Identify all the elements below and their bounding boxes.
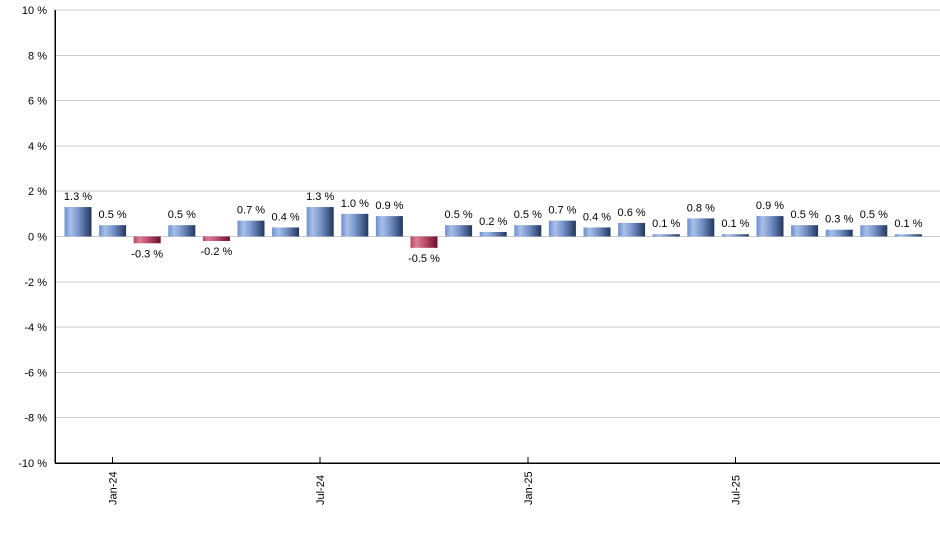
bar-value-label: 0.1 % <box>652 218 680 230</box>
bar <box>618 222 646 237</box>
bar-value-label: 0.5 % <box>514 209 542 221</box>
bar-value-label: 1.3 % <box>306 191 334 203</box>
bar <box>306 207 334 237</box>
bar <box>860 225 888 237</box>
bar-value-label: 1.0 % <box>341 198 369 210</box>
bar <box>894 234 922 237</box>
bar-value-label: 0.7 % <box>237 205 265 217</box>
bar <box>64 207 92 237</box>
bar <box>479 231 507 237</box>
bar-value-label: 0.5 % <box>791 209 819 221</box>
bar <box>652 234 680 237</box>
axes <box>54 10 940 464</box>
x-axis-tick-label: Jan-24 <box>108 471 120 505</box>
bar-value-label: -0.5 % <box>408 253 440 265</box>
bar <box>272 227 300 237</box>
bar <box>583 227 611 237</box>
bar <box>202 236 230 242</box>
y-axis-tick-label: 4 % <box>28 141 47 153</box>
bar-value-label: 0.6 % <box>618 207 646 219</box>
y-axis-tick-label: -6 % <box>24 367 47 379</box>
bar-value-label: 0.4 % <box>583 211 611 223</box>
y-axis-tick-label: -2 % <box>24 277 47 289</box>
y-axis-tick-label: 0 % <box>28 232 47 244</box>
bar <box>237 220 265 237</box>
y-axis-tick-label: -10 % <box>18 458 47 470</box>
bar-value-label: 0.1 % <box>721 218 749 230</box>
y-axis-tick-label: 8 % <box>28 50 47 62</box>
y-axis-tick-label: -8 % <box>24 413 47 425</box>
bar <box>99 225 127 237</box>
bar <box>756 216 784 237</box>
bar-value-label: 0.4 % <box>272 211 300 223</box>
bar-value-label: -0.2 % <box>201 246 233 258</box>
labels: 10 % 8 % 6 % 4 % 2 % 0 % -2 % -4 % -6 % -8 % -10 %… <box>18 5 922 505</box>
bar-value-label: 0.5 % <box>168 209 196 221</box>
bar-value-label: 0.2 % <box>479 216 507 228</box>
y-axis-tick-label: 10 % <box>22 5 47 17</box>
y-axis-tick-label: 6 % <box>28 96 47 108</box>
bar-value-label: 0.5 % <box>445 209 473 221</box>
bar <box>548 220 576 237</box>
bar-value-label: 0.7 % <box>548 205 576 217</box>
bar-value-label: -0.3 % <box>131 248 163 260</box>
bar <box>825 229 853 237</box>
bar-value-label: 0.3 % <box>825 214 853 226</box>
bar <box>445 225 473 237</box>
bar-value-label: 0.5 % <box>99 209 127 221</box>
bars <box>64 207 922 248</box>
x-axis-tick-label: Jan-25 <box>523 471 535 505</box>
bar-value-label: 0.9 % <box>756 200 784 212</box>
bar-value-label: 0.1 % <box>894 218 922 230</box>
y-axis-tick-label: -4 % <box>24 322 47 334</box>
bar-value-label: 0.8 % <box>687 202 715 214</box>
bar <box>721 234 749 237</box>
y-axis-tick-label: 2 % <box>28 186 47 198</box>
bar-value-label: 0.5 % <box>860 209 888 221</box>
bar-value-label: 0.9 % <box>375 200 403 212</box>
bar-value-label: 1.3 % <box>64 191 92 203</box>
bar <box>791 225 819 237</box>
bar <box>168 225 196 237</box>
bar <box>410 236 438 248</box>
bar <box>375 216 403 237</box>
bar <box>687 218 715 237</box>
x-axis-tick-label: Jul-25 <box>730 475 742 505</box>
x-axis-tick-label: Jul-24 <box>315 475 327 505</box>
bar <box>133 236 161 244</box>
bar <box>341 213 369 237</box>
bar <box>514 225 542 237</box>
